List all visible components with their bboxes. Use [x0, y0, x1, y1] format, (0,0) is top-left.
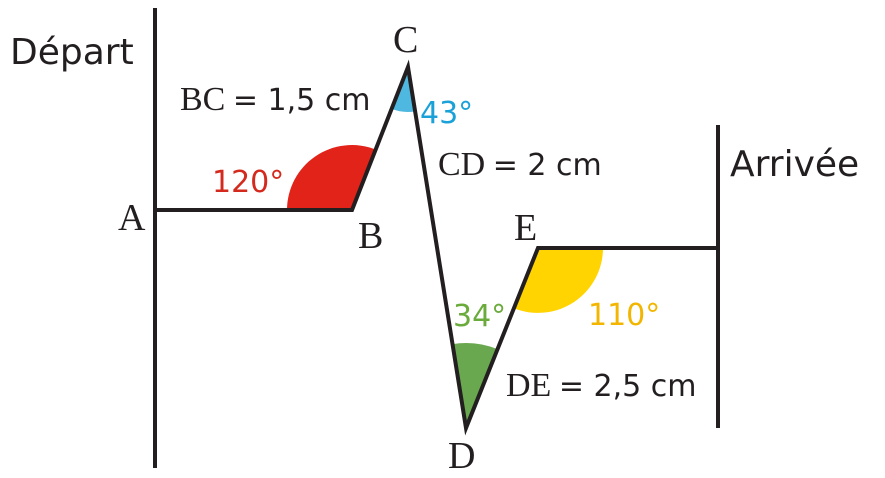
segment-length: = 1,5 cm	[233, 83, 371, 118]
segment-label: BC = 1,5 cm	[180, 81, 371, 118]
point-label: C	[393, 19, 418, 61]
segment-name: CD	[438, 146, 485, 183]
point-label: A	[118, 197, 146, 239]
point-label: B	[358, 215, 383, 257]
point-label: D	[448, 435, 475, 477]
angle-label: 110°	[588, 298, 660, 333]
angle-label: 43°	[420, 96, 473, 131]
segment-length: = 2,5 cm	[559, 369, 697, 404]
start-label: Départ	[10, 32, 134, 73]
angle-sector-e	[513, 248, 603, 313]
angle-label: 34°	[453, 299, 506, 334]
segment-length: = 2 cm	[493, 148, 602, 183]
angle-sector-b	[287, 145, 376, 210]
path	[155, 59, 718, 436]
segment-name: BC	[180, 81, 225, 118]
segment-name: DE	[506, 367, 551, 404]
finish-label: Arrivée	[730, 144, 859, 185]
segment-label: CD = 2 cm	[438, 146, 602, 183]
angle-label: 120°	[212, 165, 284, 200]
segment-label: DE = 2,5 cm	[506, 367, 696, 404]
point-label: E	[514, 207, 537, 249]
